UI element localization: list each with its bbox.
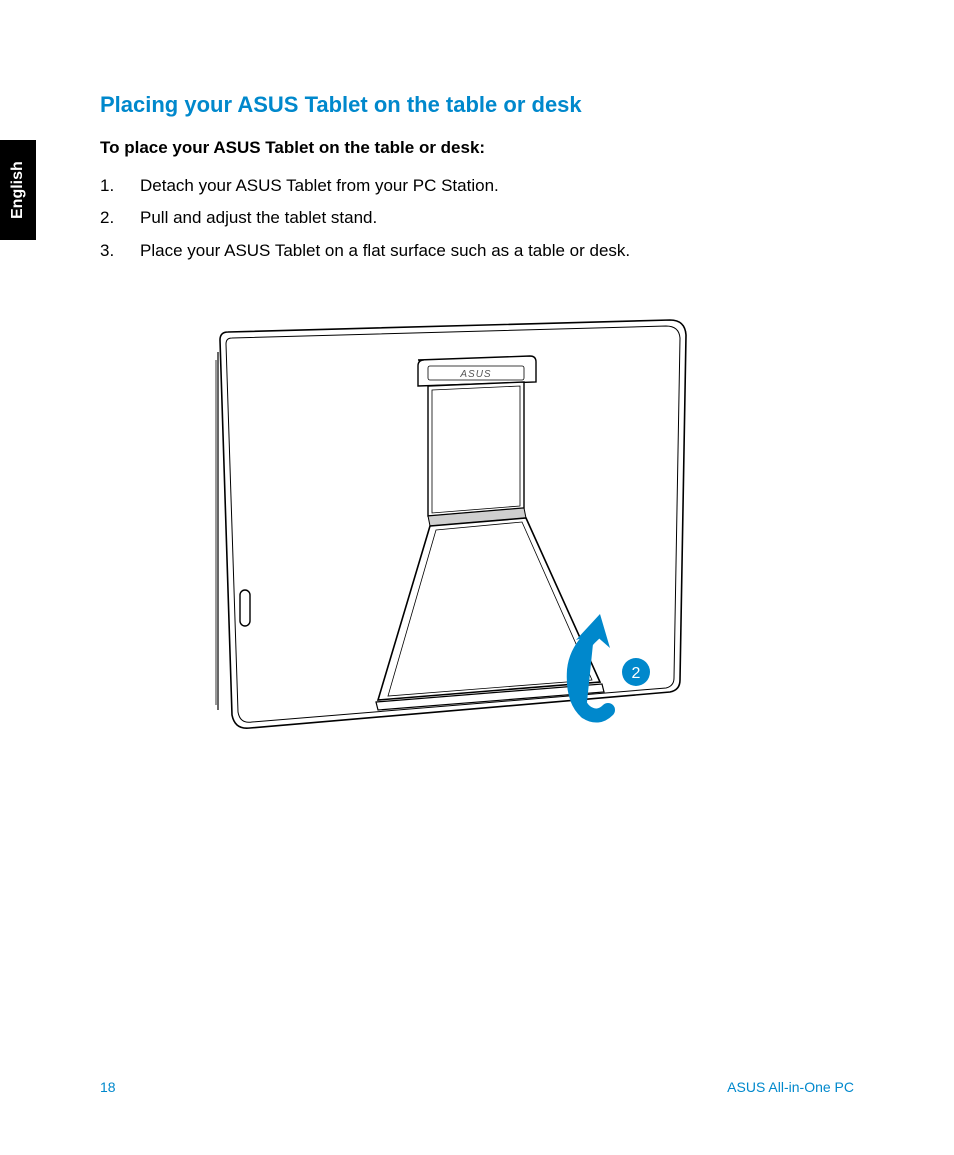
step-3: Place your ASUS Tablet on a flat surface… <box>100 235 860 267</box>
svg-text:2: 2 <box>632 665 641 682</box>
section-title: Placing your ASUS Tablet on the table or… <box>100 92 860 118</box>
step-2: Pull and adjust the tablet stand. <box>100 202 860 234</box>
page-number: 18 <box>100 1079 116 1095</box>
product-name: ASUS All-in-One PC <box>727 1079 854 1095</box>
instructions-subtitle: To place your ASUS Tablet on the table o… <box>100 138 860 158</box>
content-area: Placing your ASUS Tablet on the table or… <box>100 92 860 267</box>
steps-list: Detach your ASUS Tablet from your PC Sta… <box>100 170 860 267</box>
stand-upper <box>428 382 524 516</box>
side-button <box>240 590 250 626</box>
brand-label: ASUS <box>459 369 491 380</box>
callout-2: 2 <box>622 658 650 686</box>
tablet-diagram: ASUS 2 <box>180 310 720 740</box>
language-tab: English <box>0 140 36 240</box>
step-1: Detach your ASUS Tablet from your PC Sta… <box>100 170 860 202</box>
